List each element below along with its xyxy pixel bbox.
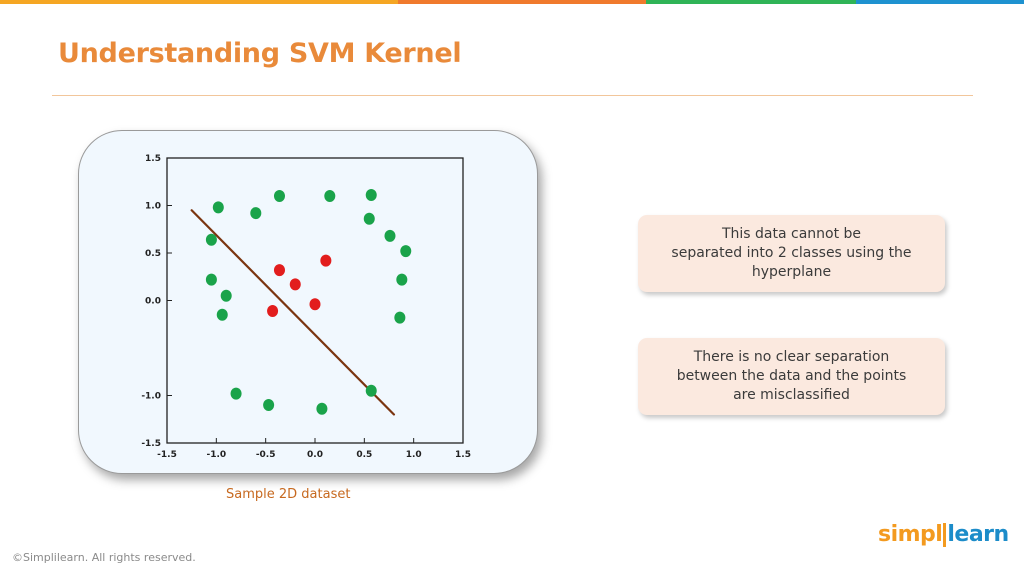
x-tick-label: 0.0 (307, 450, 323, 460)
slide-title: Understanding SVM Kernel (58, 38, 462, 69)
scatter-point-green (365, 384, 377, 397)
x-tick-label: -1.0 (206, 450, 226, 460)
note-box-cannot-separate: This data cannot be separated into 2 cla… (638, 215, 945, 292)
scatter-point-green (212, 201, 224, 214)
top-bar-segment (398, 0, 646, 4)
note-line: are misclassified (733, 387, 850, 403)
hyperplane-line (190, 209, 396, 416)
note-line: hyperplane (751, 264, 832, 280)
top-bar-segment (646, 0, 856, 4)
top-color-bar (0, 0, 1024, 4)
scatter-point-red (267, 304, 279, 317)
note-line: separated into 2 classes using the (671, 245, 912, 261)
scatter-point-green (250, 207, 262, 220)
scatter-point-green (396, 273, 408, 286)
scatter-point-green (365, 189, 377, 202)
scatter-point-red (289, 278, 301, 291)
scatter-point-green (324, 190, 336, 202)
scatter-point-green (394, 311, 406, 324)
simplilearn-logo: simpl learn (878, 522, 1009, 547)
logo-text-left: simpl (878, 522, 943, 547)
scatter-point-red (309, 298, 321, 311)
scatter-point-green (273, 190, 285, 202)
scatter-point-green (400, 245, 412, 258)
scatter-point-green (205, 273, 217, 286)
scatter-point-green (230, 387, 242, 400)
x-tick-label: 1.0 (406, 450, 422, 460)
y-tick-label: 0.5 (145, 249, 161, 259)
note-line: between the data and the points (676, 368, 907, 384)
scatter-point-green (220, 289, 232, 302)
note-box-misclassified: There is no clear separation between the… (638, 338, 945, 415)
chart-caption: Sample 2D dataset (226, 487, 351, 502)
scatter-chart: -1.5 -1.0 -0.5 0.0 0.5 1.0 1.5 1.5 1.0 0.5 0.0 -1.0… (141, 154, 471, 460)
copyright-text: ©Simplilearn. All rights reserved. (12, 551, 196, 564)
logo-text-right: learn (947, 522, 1009, 547)
x-tick-label: 0.5 (356, 450, 372, 460)
note-line: There is no clear separation (693, 349, 890, 365)
y-tick-label: -1.5 (141, 439, 161, 449)
y-tick-label: 1.5 (145, 154, 161, 164)
title-divider (52, 95, 973, 96)
x-tick-label: -0.5 (256, 450, 276, 460)
x-tick-label: 1.5 (455, 450, 471, 460)
scatter-point-green (216, 308, 228, 321)
scatter-point-green (205, 233, 217, 246)
logo-bar-icon (943, 523, 947, 547)
x-tick-label: -1.5 (157, 450, 177, 460)
scatter-point-green (316, 402, 328, 415)
scatter-point-red (273, 264, 285, 277)
top-bar-segment (0, 0, 398, 4)
y-tick-label: -1.0 (141, 392, 161, 402)
scatter-point-red (320, 254, 332, 267)
scatter-point-green (363, 212, 375, 225)
top-bar-segment (856, 0, 1024, 4)
y-tick-label: 0.0 (145, 297, 161, 307)
scatter-point-green (384, 229, 396, 242)
chart-card: -1.5 -1.0 -0.5 0.0 0.5 1.0 1.5 1.5 1.0 0.5 0.0 -1.0… (78, 130, 538, 474)
note-line: This data cannot be (721, 226, 862, 242)
scatter-point-green (263, 399, 275, 411)
y-tick-label: 1.0 (145, 202, 161, 212)
